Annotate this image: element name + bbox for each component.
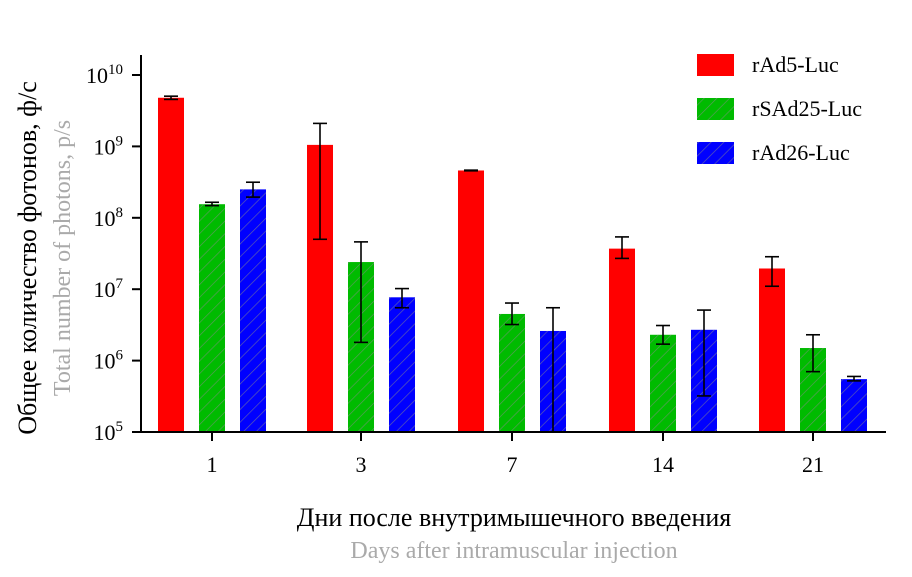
y-ticks-group: 105 106 107 108 109 1010: [86, 62, 141, 445]
y-tick-label: 108: [94, 205, 124, 231]
error-bar-rAd26-Luc-day-14: [697, 309, 711, 397]
legend: rAd5-Luc rSAd25-Luc rAd26-Luc: [697, 52, 862, 165]
error-bar-rSAd25-Luc-day-14: [656, 324, 670, 345]
bar-rAd5-Luc-day-21: [759, 268, 785, 432]
bar-hatch-rSAd25-Luc-day-7: [499, 313, 525, 432]
bar-rAd5-Luc-day-1: [158, 97, 184, 433]
bar-hatch-rAd26-Luc-day-3: [389, 297, 415, 432]
legend-label: rSAd25-Luc: [752, 96, 862, 121]
bar-hatch-rAd26-Luc-day-21: [841, 379, 867, 432]
y-tick-label: 1010: [86, 62, 123, 88]
x-tick-label-day-7: 7: [507, 452, 518, 477]
y-tick-label: 106: [94, 348, 124, 374]
error-bar-rAd5-Luc-day-3: [313, 122, 327, 241]
bar-rAd5-Luc-day-7: [458, 170, 484, 432]
x-axis-title-ru: Дни после внутримышечного введения: [297, 503, 732, 532]
error-bar-rSAd25-Luc-day-21: [806, 333, 820, 373]
bar-rAd5-Luc-day-14: [609, 248, 635, 432]
error-bar-rAd26-Luc-day-21: [847, 375, 861, 382]
bar-hatch-rSAd25-Luc-day-1: [199, 204, 225, 432]
error-bar-rSAd25-Luc-day-1: [205, 201, 219, 207]
error-bar-rAd5-Luc-day-21: [765, 255, 779, 288]
x-tick-label-day-14: 14: [652, 452, 674, 477]
error-bar-rAd5-Luc-day-1: [164, 95, 178, 101]
y-tick-label: 105: [94, 419, 124, 445]
error-bar-rSAd25-Luc-day-3: [354, 241, 368, 344]
y-axis-title-en: Total number of photons, p/s: [50, 120, 76, 396]
x-ticks-group: 1 3 7 14 21: [207, 432, 824, 477]
legend-swatch: [697, 54, 734, 76]
error-bar-rSAd25-Luc-day-7: [505, 302, 519, 326]
y-tick-label: 107: [94, 276, 124, 302]
legend-item-rAd26-Luc: rAd26-Luc: [697, 140, 850, 165]
x-tick-label-day-1: 1: [207, 452, 218, 477]
y-axis-title-ru: Общее количество фотонов, ф/с: [13, 81, 42, 435]
legend-label: rAd5-Luc: [752, 52, 839, 77]
legend-item-rAd5-Luc: rAd5-Luc: [697, 52, 839, 77]
bar-hatch-rAd26-Luc-day-1: [240, 189, 266, 432]
legend-label: rAd26-Luc: [752, 140, 850, 165]
bar-hatch-rSAd25-Luc-day-14: [650, 334, 676, 432]
error-bars-group: [164, 95, 861, 433]
x-tick-label-day-21: 21: [802, 452, 824, 477]
error-bar-rAd5-Luc-day-14: [615, 236, 629, 260]
legend-item-rSAd25-Luc: rSAd25-Luc: [697, 96, 862, 121]
y-tick-label: 109: [94, 133, 124, 159]
error-bar-rAd5-Luc-day-7: [464, 169, 478, 172]
error-bar-rAd26-Luc-day-1: [246, 181, 260, 198]
error-bar-rAd26-Luc-day-3: [395, 287, 409, 309]
x-axis-title-en: Days after intramuscular injection: [350, 538, 677, 564]
x-tick-label-day-3: 3: [356, 452, 367, 477]
bars-group: [158, 97, 867, 433]
